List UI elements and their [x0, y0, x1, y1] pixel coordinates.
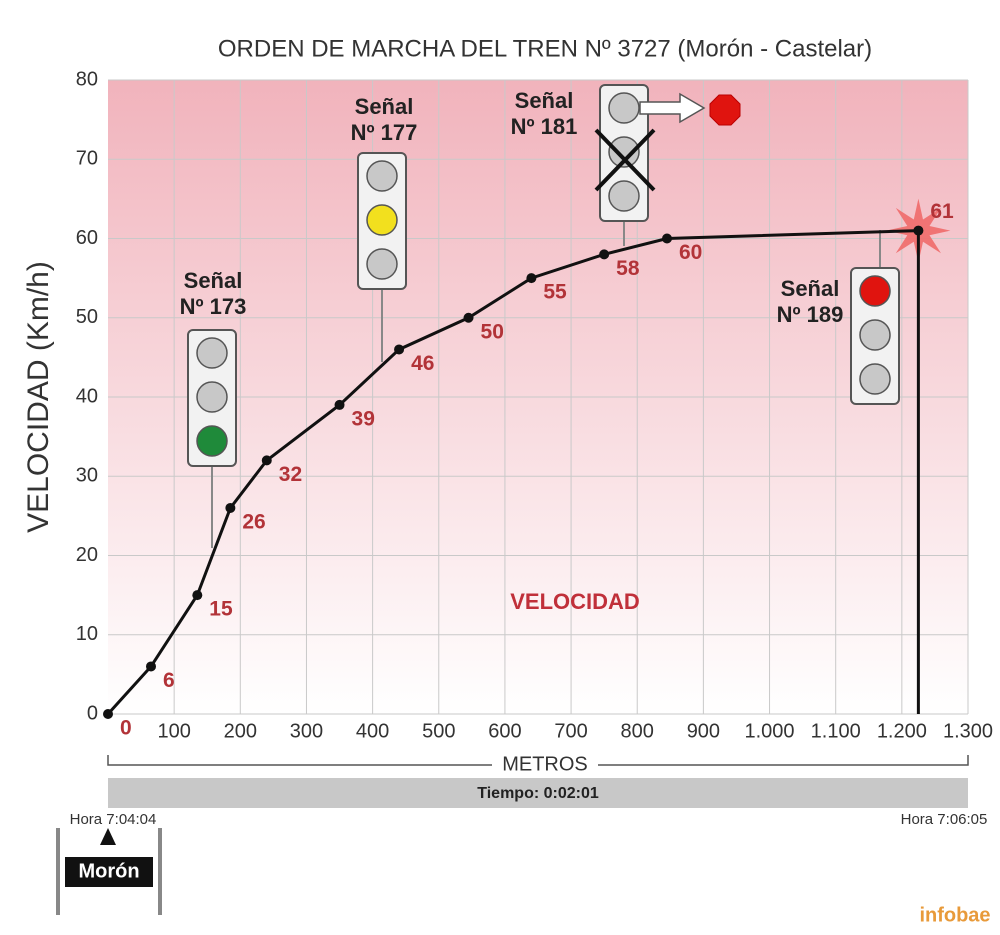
end-label: Hora 7:06:05	[901, 811, 988, 828]
station-sign	[56, 828, 162, 915]
signal-label: Nº 189	[777, 302, 844, 327]
y-tick-label: 50	[76, 306, 98, 328]
time-bar	[108, 778, 968, 808]
x-tick-label: 500	[422, 720, 455, 742]
point	[334, 399, 345, 410]
x-tick-label: 600	[488, 720, 521, 742]
signal-label: Nº 173	[180, 294, 247, 319]
y-tick-label: 80	[76, 68, 98, 90]
label-bg	[492, 752, 598, 778]
station-name: Morón	[78, 860, 139, 882]
x-tick-label: 300	[290, 720, 323, 742]
data-label: 26	[242, 510, 265, 533]
signal-light	[859, 319, 891, 351]
stop-light	[709, 94, 741, 126]
y-tick-label: 60	[76, 227, 98, 249]
start-label: Hora 7:04:04	[70, 811, 157, 828]
signal-light	[608, 92, 640, 124]
data-label: 0	[120, 717, 132, 740]
signal-light	[196, 337, 228, 369]
point	[599, 249, 610, 260]
signal-light	[859, 363, 891, 395]
signal-cross	[594, 128, 656, 192]
arrow	[639, 92, 706, 124]
point	[261, 455, 272, 466]
x-tick-label: 400	[356, 720, 389, 742]
y-tick-label: 40	[76, 385, 98, 407]
point	[662, 233, 672, 244]
x-tick-label: 800	[621, 720, 654, 742]
time-label: Tiempo: 0:02:01	[477, 785, 599, 802]
x-tick-label: 700	[554, 720, 587, 742]
y-tick-label: 10	[76, 623, 98, 645]
chart-title: ORDEN DE MARCHA DEL TREN Nº 3727 (Morón …	[218, 35, 872, 62]
signal-light	[366, 204, 398, 236]
data-label: 46	[411, 352, 434, 375]
x-tick-label: 200	[224, 720, 257, 742]
y-tick-label: 0	[87, 702, 98, 724]
x-tick-label: 100	[157, 720, 190, 742]
data-label: 15	[209, 598, 233, 621]
signal-label: Nº 177	[351, 120, 418, 145]
signal-light	[608, 180, 640, 212]
point	[526, 273, 537, 284]
signal-label: Señal	[184, 268, 243, 293]
data-label: 61	[930, 200, 954, 223]
data-label: 39	[352, 407, 375, 430]
x-tick-label: 1.000	[745, 720, 795, 742]
point	[146, 661, 156, 672]
data-label: 50	[481, 320, 504, 343]
point	[394, 344, 405, 355]
signal-light	[366, 248, 398, 280]
signal-light	[859, 275, 891, 307]
signal-light	[366, 160, 398, 192]
data-label: 60	[679, 241, 702, 264]
signal-label: Señal	[515, 88, 574, 113]
data-label: 6	[163, 669, 175, 692]
y-tick-label: 30	[76, 465, 98, 487]
x-tick-label: 1.100	[811, 720, 861, 742]
line	[106, 229, 919, 716]
x-tick-label: 1.300	[943, 720, 993, 742]
data-label: 55	[543, 281, 567, 304]
signal-label: Señal	[781, 276, 840, 301]
source: infobae	[919, 904, 990, 926]
signal-light	[196, 425, 228, 457]
data-label: 58	[616, 257, 640, 280]
point	[192, 590, 203, 601]
x-tick-label: 1.200	[877, 720, 927, 742]
y-tick-label: 70	[76, 148, 98, 170]
y-axis-label: VELOCIDAD (Km/h)	[22, 261, 55, 533]
signal-light	[608, 136, 640, 168]
annotation: VELOCIDAD	[510, 589, 640, 614]
point	[225, 502, 236, 513]
signal-light	[196, 381, 228, 413]
point	[913, 225, 924, 236]
signal-label: Señal	[355, 94, 414, 119]
y-tick-label: 20	[76, 544, 98, 566]
data-label: 32	[279, 463, 302, 486]
x-axis-label: METROS	[502, 753, 588, 775]
point	[103, 709, 113, 719]
point	[463, 312, 474, 323]
signal-label: Nº 181	[511, 114, 578, 139]
x-tick-label: 900	[687, 720, 720, 742]
